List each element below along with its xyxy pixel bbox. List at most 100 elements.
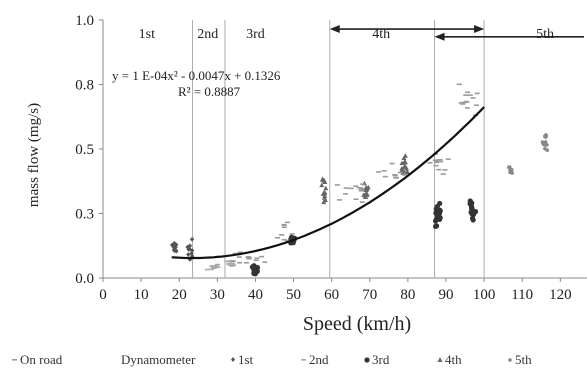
data-point: [229, 262, 235, 264]
data-point: [173, 242, 179, 248]
data-point: [460, 103, 466, 105]
data-point: [470, 97, 476, 99]
legend-marker: [437, 357, 443, 362]
data-point: [464, 101, 470, 103]
data-point: [213, 265, 219, 267]
legend-label: 4th: [445, 352, 462, 367]
data-point: [442, 169, 448, 171]
x-tick-label: 30: [210, 287, 225, 303]
y-tick-label: 0.5: [75, 142, 94, 158]
x-tick-label: 60: [324, 287, 339, 303]
data-point: [343, 187, 349, 189]
fit-equation: y = 1 E-04x² - 0.0047x + 0.1326: [112, 68, 281, 83]
data-point: [401, 174, 407, 176]
data-point: [210, 266, 216, 269]
data-point: [225, 263, 231, 265]
data-point: [361, 192, 367, 197]
data-point: [467, 94, 473, 96]
data-point: [289, 233, 295, 235]
data-point: [437, 200, 443, 207]
x-tick-label: 110: [511, 287, 533, 303]
data-point: [376, 171, 382, 173]
data-point: [322, 190, 328, 195]
x-tick-label: 50: [286, 287, 301, 303]
y-axis-label: mass flow (mg/s): [26, 103, 42, 207]
data-point: [187, 257, 193, 262]
data-point: [189, 251, 194, 256]
data-point: [392, 176, 398, 179]
data-point: [436, 168, 442, 171]
legend-label: On road: [20, 352, 63, 367]
legend-label: 2nd: [309, 352, 329, 367]
data-point: [172, 240, 177, 246]
x-tick-label: 90: [438, 287, 453, 303]
data-point: [432, 218, 439, 224]
data-point: [437, 208, 443, 214]
data-point: [281, 238, 287, 241]
data-point: [473, 104, 479, 107]
data-point: [211, 267, 217, 270]
data-point: [381, 170, 387, 172]
data-point: [434, 223, 440, 229]
data-point: [400, 168, 406, 173]
data-point: [402, 159, 408, 165]
data-point: [281, 226, 287, 229]
data-point: [436, 212, 442, 219]
data-point: [227, 264, 233, 266]
data-point: [399, 160, 405, 166]
data-point: [543, 140, 548, 144]
data-point: [275, 237, 281, 239]
data-point: [427, 161, 433, 164]
data-point: [432, 159, 438, 161]
data-point: [433, 164, 439, 167]
data-point: [204, 268, 210, 271]
plot-area: 0 10 20 30 40 50 60 70 80 90 100 110 120 0.0 0.3 0.5 0.8…: [75, 13, 587, 303]
legend-label: 1st: [238, 352, 254, 367]
y-tick-label: 0.0: [75, 271, 94, 287]
data-point: [440, 173, 446, 175]
x-tick-label: 40: [248, 287, 263, 303]
data-point: [358, 189, 364, 192]
data-point: [232, 252, 238, 255]
data-point: [463, 94, 469, 96]
gear-label: 4th: [372, 27, 390, 42]
data-point: [402, 153, 408, 158]
data-point: [253, 259, 259, 262]
data-point: [231, 260, 237, 262]
arrow-head-right: [474, 25, 485, 34]
data-point: [229, 265, 235, 267]
data-point: [322, 179, 328, 185]
data-point: [438, 160, 444, 163]
data-point: [465, 91, 471, 94]
data-point: [353, 185, 359, 187]
data-point: [510, 171, 515, 175]
gear-label: 1st: [139, 27, 155, 42]
data-point: [215, 266, 221, 269]
x-tick-label: 10: [134, 287, 149, 303]
data-point: [509, 167, 514, 172]
data-point: [186, 252, 191, 257]
data-point: [245, 256, 251, 259]
data-point: [470, 217, 476, 223]
data-point: [259, 255, 265, 258]
data-point: [389, 162, 395, 165]
data-point: [402, 164, 408, 169]
y-tick-label: 0.8: [75, 78, 94, 94]
arrow-head-left: [329, 25, 340, 34]
legend-marker: [508, 358, 512, 362]
data-point: [237, 251, 243, 254]
data-point: [474, 92, 480, 95]
data-point: [334, 184, 340, 186]
data-point: [323, 185, 329, 191]
legend-marker: [364, 357, 370, 363]
data-point: [337, 199, 343, 201]
x-tick-label: 100: [473, 287, 496, 303]
data-point: [469, 206, 475, 213]
data-point: [343, 193, 349, 195]
y-tick-label: 0.3: [75, 207, 94, 223]
legend-marker: [301, 359, 306, 361]
data-point: [456, 83, 462, 86]
arrow-head-left: [434, 32, 445, 41]
data-point: [445, 158, 451, 160]
